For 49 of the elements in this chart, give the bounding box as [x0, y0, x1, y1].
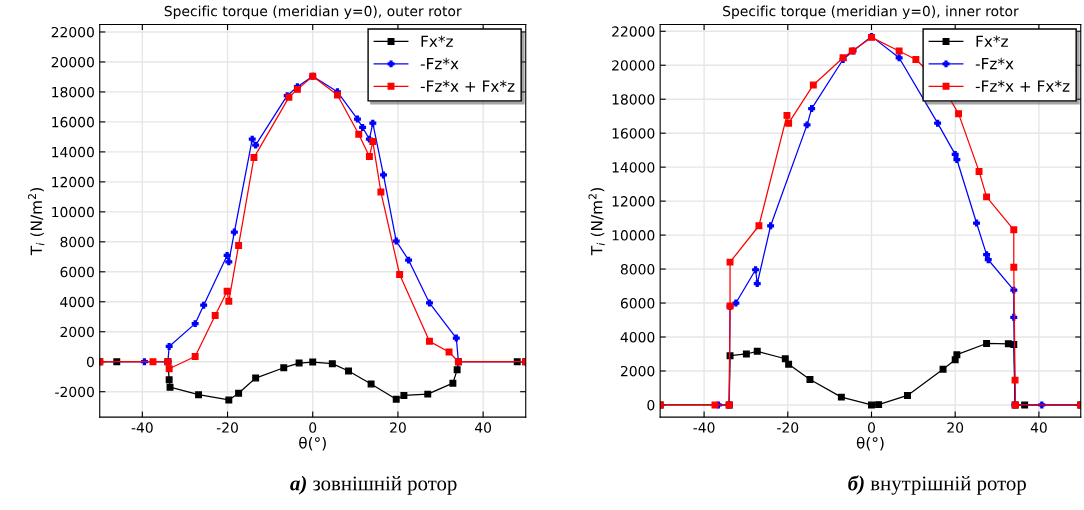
- y-tick-label: 12000: [612, 196, 655, 207]
- y-tick-label: 16000: [612, 128, 655, 139]
- text: а) зовнішній ротор: [290, 475, 457, 495]
- y-tick-label: 8000: [620, 264, 655, 275]
- x-axis-title: θ(°): [856, 436, 884, 451]
- x-tick-label: 40: [474, 422, 492, 433]
- x-tick-label: 20: [947, 422, 964, 433]
- y-tick-label: 20000: [51, 56, 94, 68]
- y-tick-label: 22000: [612, 26, 655, 37]
- legend-label: -Fz*x: [975, 57, 1014, 70]
- x-tick-label: 0: [309, 422, 317, 433]
- y-tick-label: 4000: [60, 296, 94, 308]
- y-tick-label: 4000: [620, 331, 655, 343]
- x-tick-label: -20: [777, 422, 799, 433]
- x-tick-label: -40: [693, 422, 715, 433]
- y-tick-label: 0: [86, 356, 94, 368]
- y-tick-label: 20000: [612, 60, 655, 71]
- chart-title: Specific torque (meridian y=0), outer rotor: [164, 5, 462, 20]
- x-tick-label: 0: [868, 422, 875, 433]
- legend-label: -Fz*x + Fx*z: [420, 80, 515, 92]
- y-axis-title: T$_{i}$ (N/m$^{2}$): [28, 187, 45, 256]
- legend-label: -Fz*x: [420, 57, 459, 70]
- y-tick-label: 2000: [60, 326, 94, 338]
- x-tick-label: 40: [1030, 422, 1047, 433]
- y-tick-label: 10000: [52, 206, 94, 218]
- y-axis-title: T$_{i}$ (N/m$^{2}$): [588, 187, 605, 256]
- x-axis-title: θ(°): [299, 436, 326, 451]
- y-tick-label: -2000: [55, 386, 94, 398]
- x-tick-label: 20: [390, 422, 406, 433]
- y-tick-label: 14000: [52, 146, 94, 158]
- y-tick-label: 12000: [52, 176, 94, 188]
- y-tick-label: 10000: [612, 230, 655, 241]
- y-tick-label: 18000: [52, 86, 94, 98]
- y-tick-label: 22000: [51, 26, 94, 38]
- chart-title: Specific torque (meridian y=0), inner rotor: [723, 5, 1019, 20]
- y-tick-label: 0: [647, 399, 655, 411]
- y-tick-label: 18000: [612, 94, 655, 105]
- y-tick-label: 14000: [612, 162, 655, 173]
- legend-label: Fx*z: [976, 35, 1008, 47]
- x-tick-label: -20: [216, 422, 238, 433]
- legend-label: Fx*z: [421, 35, 453, 47]
- y-tick-label: 16000: [52, 116, 94, 128]
- text: б) внутрішній ротор: [848, 475, 1026, 495]
- y-tick-label: 8000: [60, 236, 94, 248]
- x-tick-label: -40: [131, 422, 153, 433]
- y-tick-label: 6000: [620, 298, 655, 309]
- y-tick-label: 2000: [620, 365, 655, 377]
- y-tick-label: 6000: [60, 266, 94, 278]
- legend-label: -Fz*x + Fx*z: [975, 80, 1070, 92]
